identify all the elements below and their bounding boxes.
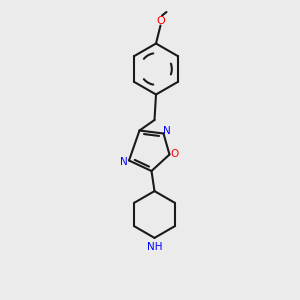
Text: N: N xyxy=(120,157,128,167)
Text: N: N xyxy=(163,125,171,136)
Text: NH: NH xyxy=(147,242,162,252)
Text: O: O xyxy=(156,16,165,26)
Text: O: O xyxy=(171,149,179,159)
